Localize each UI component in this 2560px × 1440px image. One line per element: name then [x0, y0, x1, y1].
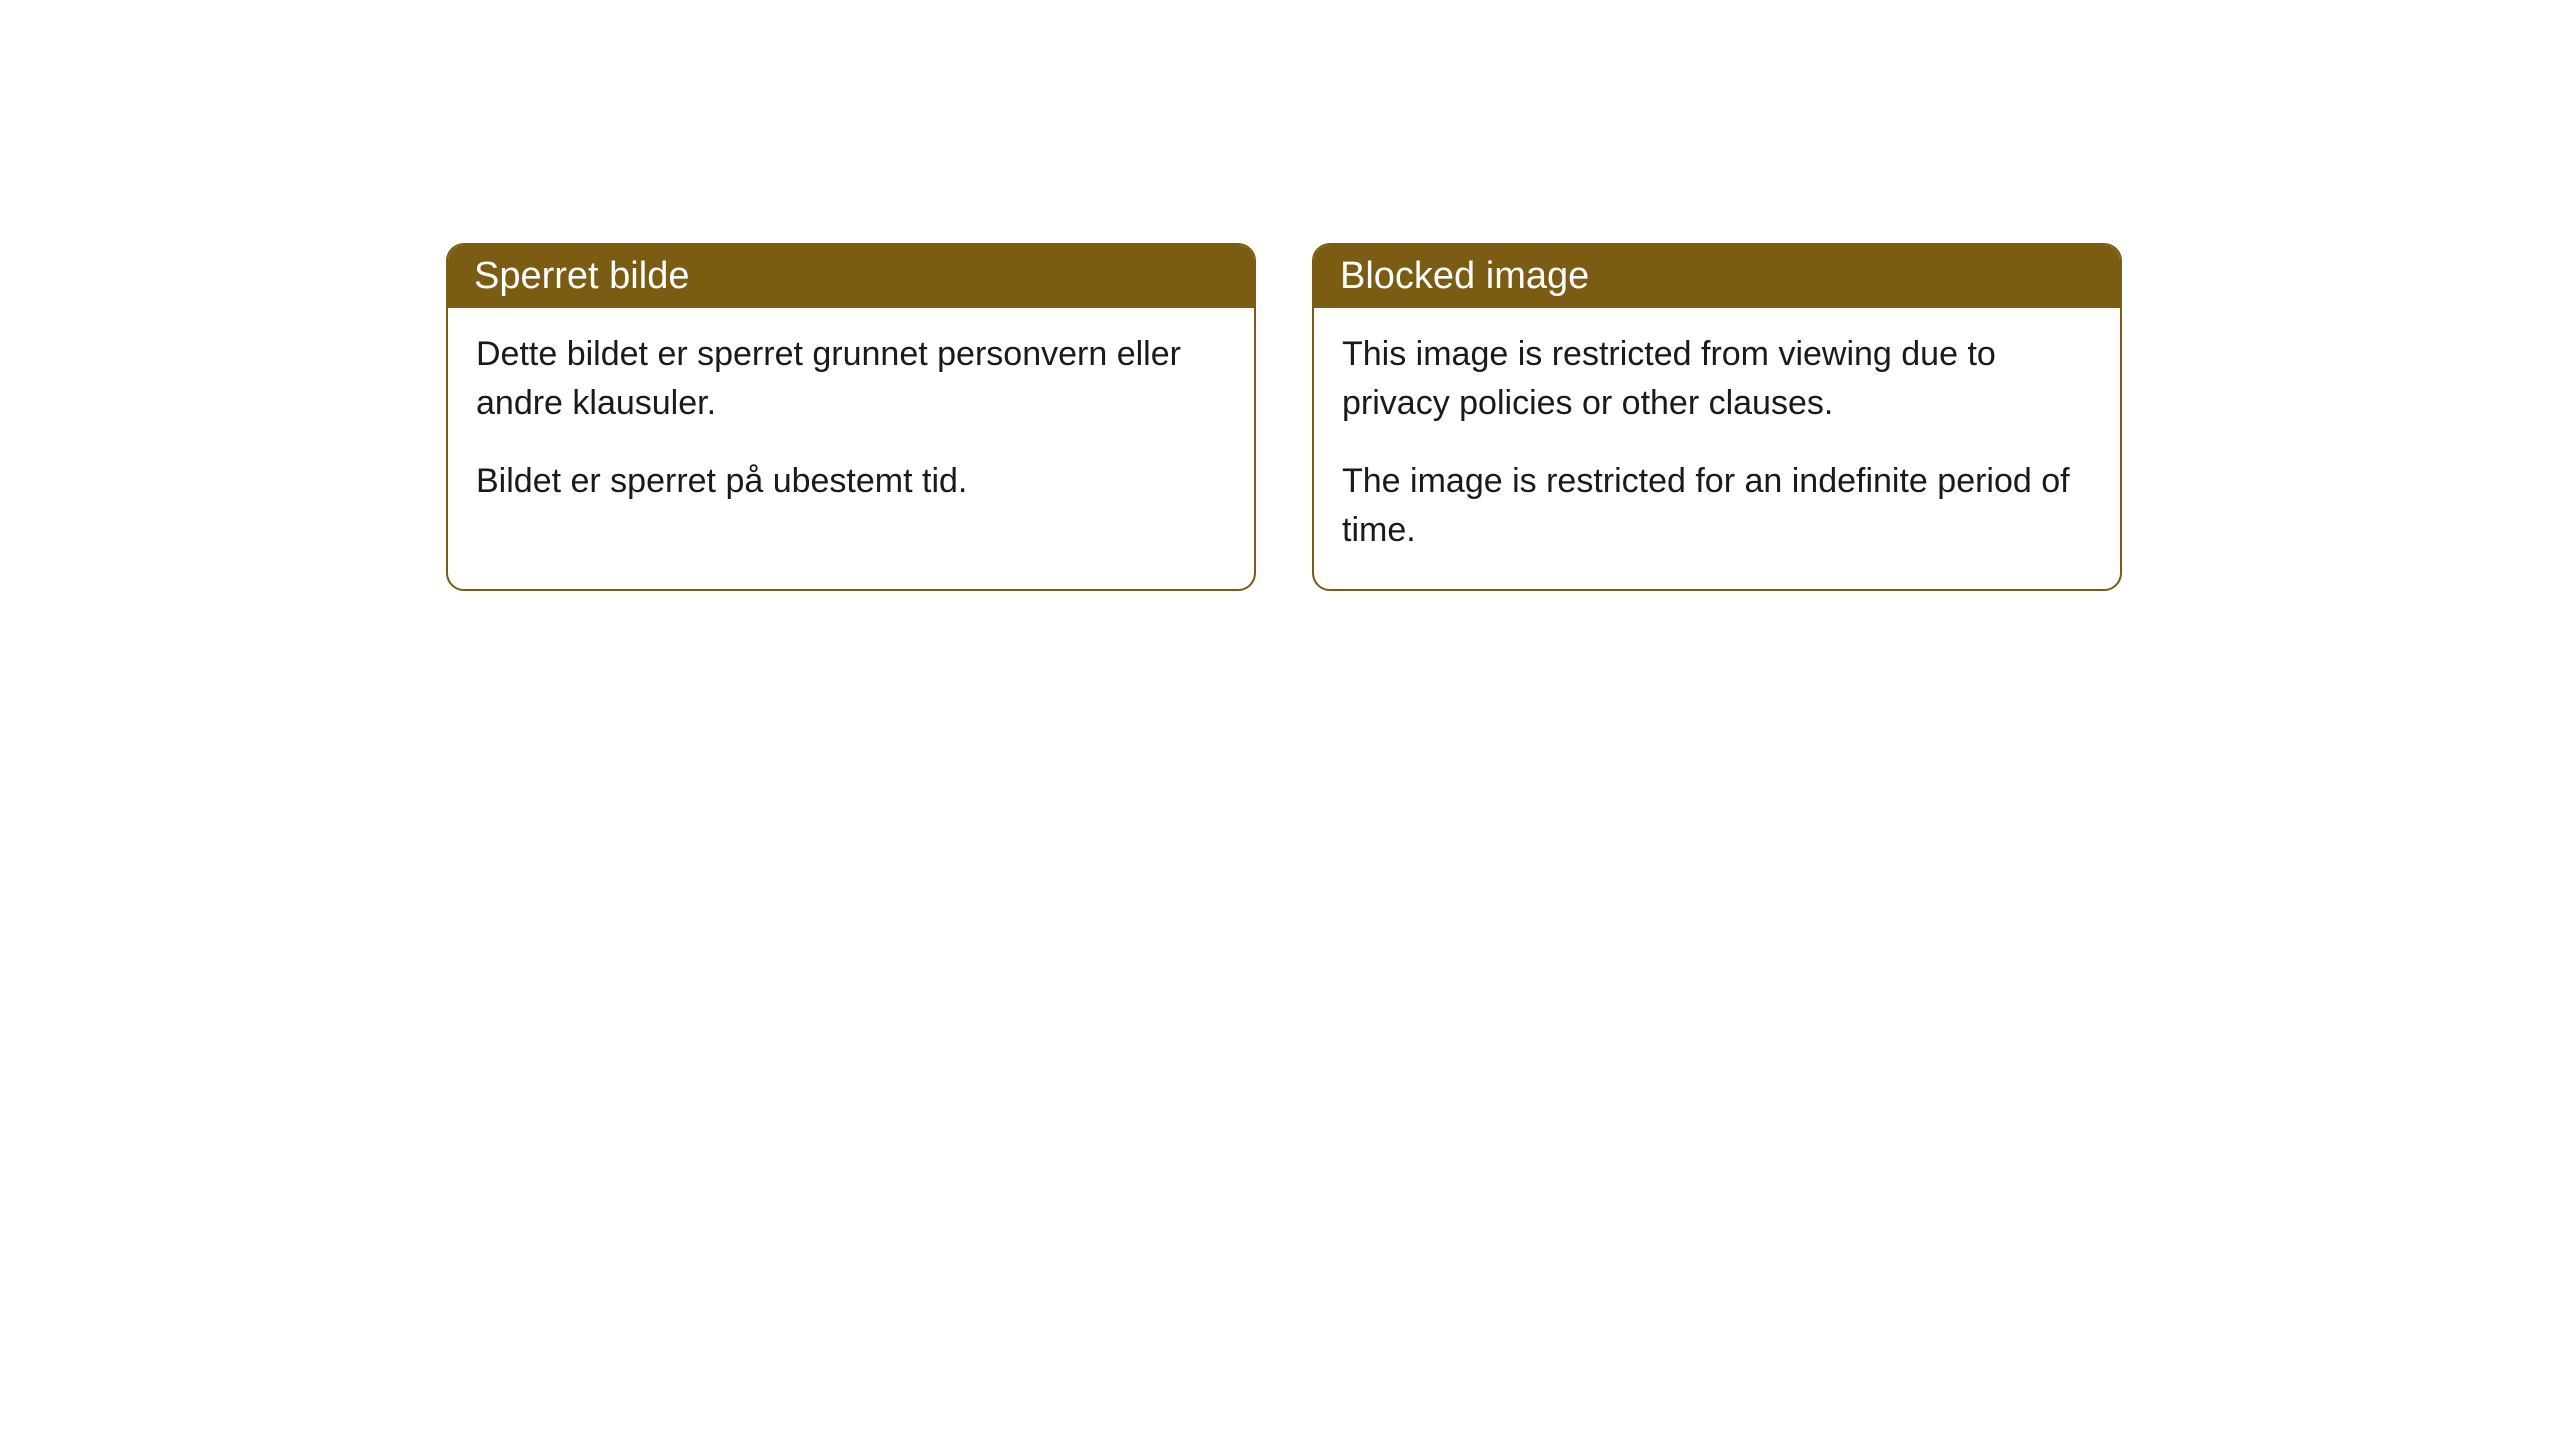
card-paragraph: Bildet er sperret på ubestemt tid.	[476, 457, 1226, 506]
card-paragraph: This image is restricted from viewing du…	[1342, 330, 2092, 429]
card-body: This image is restricted from viewing du…	[1314, 308, 2120, 589]
notice-card-norwegian: Sperret bilde Dette bildet er sperret gr…	[446, 243, 1256, 591]
card-header: Blocked image	[1314, 245, 2120, 308]
card-paragraph: The image is restricted for an indefinit…	[1342, 457, 2092, 556]
card-paragraph: Dette bildet er sperret grunnet personve…	[476, 330, 1226, 429]
card-title: Sperret bilde	[474, 255, 689, 297]
card-title: Blocked image	[1340, 255, 1589, 297]
notice-card-english: Blocked image This image is restricted f…	[1312, 243, 2122, 591]
notice-cards-container: Sperret bilde Dette bildet er sperret gr…	[446, 243, 2122, 591]
card-header: Sperret bilde	[448, 245, 1254, 308]
card-body: Dette bildet er sperret grunnet personve…	[448, 308, 1254, 589]
